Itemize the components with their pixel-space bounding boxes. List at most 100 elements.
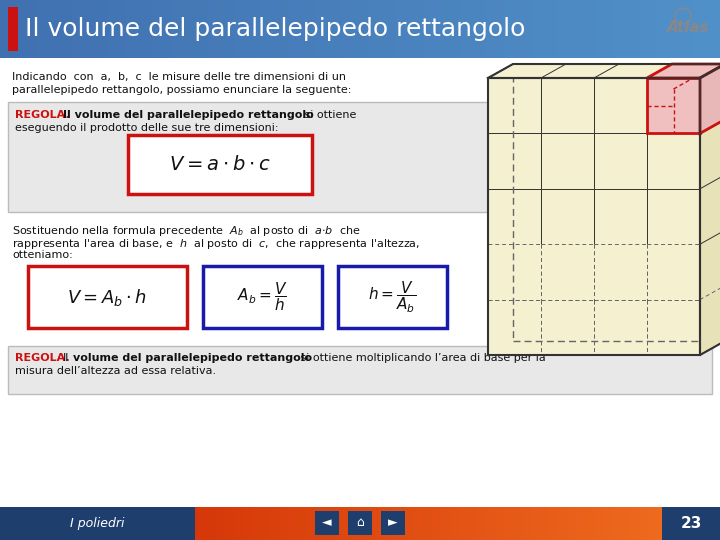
Bar	[333, 507, 343, 540]
Bar	[513, 0, 523, 58]
Polygon shape	[594, 244, 647, 300]
Bar	[702, 0, 712, 58]
Bar	[9, 0, 19, 58]
Bar	[441, 507, 451, 540]
Bar	[153, 507, 163, 540]
Bar	[504, 0, 514, 58]
Bar	[648, 0, 658, 58]
Bar	[630, 0, 640, 58]
Bar	[603, 507, 613, 540]
Bar	[423, 507, 433, 540]
Polygon shape	[647, 300, 700, 355]
Bar	[396, 0, 406, 58]
Bar	[405, 0, 415, 58]
Bar	[378, 0, 388, 58]
Bar	[675, 507, 685, 540]
Bar	[180, 507, 190, 540]
Bar	[234, 0, 244, 58]
Bar	[81, 507, 91, 540]
Text: I poliedri: I poliedri	[70, 516, 125, 530]
Text: ⌂: ⌂	[356, 516, 364, 530]
Bar	[432, 0, 442, 58]
Bar	[333, 0, 343, 58]
Bar	[675, 0, 685, 58]
Bar	[63, 0, 73, 58]
Bar	[216, 0, 226, 58]
Text: ►: ►	[388, 516, 398, 530]
Bar	[450, 507, 460, 540]
Text: misura dell’altezza ad essa relativa.: misura dell’altezza ad essa relativa.	[15, 366, 216, 376]
Polygon shape	[594, 300, 647, 355]
Bar	[504, 507, 514, 540]
Bar	[9, 507, 19, 540]
Bar	[90, 507, 100, 540]
Bar	[468, 0, 478, 58]
Bar	[630, 507, 640, 540]
Bar	[387, 507, 397, 540]
Bar	[198, 507, 208, 540]
Bar	[396, 507, 406, 540]
Bar	[621, 0, 631, 58]
Bar	[324, 507, 334, 540]
Bar	[360, 0, 370, 58]
Bar	[666, 507, 676, 540]
FancyBboxPatch shape	[8, 346, 712, 394]
Bar	[711, 507, 720, 540]
Polygon shape	[541, 78, 594, 133]
Polygon shape	[541, 189, 594, 244]
FancyBboxPatch shape	[28, 266, 187, 328]
Bar	[315, 0, 325, 58]
Bar	[27, 0, 37, 58]
Bar	[126, 0, 136, 58]
Bar	[639, 507, 649, 540]
Text: $V = a \cdot b \cdot c$: $V = a \cdot b \cdot c$	[169, 155, 271, 174]
Bar	[171, 507, 181, 540]
Bar	[108, 507, 118, 540]
Bar	[198, 0, 208, 58]
Bar	[144, 507, 154, 540]
Polygon shape	[541, 133, 594, 189]
Bar	[99, 0, 109, 58]
Text: eseguendo il prodotto delle sue tre dimensioni:: eseguendo il prodotto delle sue tre dime…	[15, 123, 279, 133]
Bar	[72, 0, 82, 58]
Text: si ottiene moltiplicando l’area di base per la: si ottiene moltiplicando l’area di base …	[297, 353, 546, 363]
Bar	[360, 507, 370, 540]
Bar	[108, 0, 118, 58]
Bar	[279, 0, 289, 58]
Bar	[381, 511, 405, 535]
Text: $h = \dfrac{V}{A_b}$: $h = \dfrac{V}{A_b}$	[369, 279, 417, 315]
Polygon shape	[647, 189, 700, 244]
Bar	[639, 0, 649, 58]
Bar	[477, 0, 487, 58]
Bar	[189, 0, 199, 58]
Bar	[468, 507, 478, 540]
Bar	[441, 0, 451, 58]
Bar	[0, 0, 10, 58]
Text: REGOLA.: REGOLA.	[15, 110, 70, 120]
Bar	[612, 0, 622, 58]
Bar	[81, 0, 91, 58]
Bar	[693, 0, 703, 58]
Bar	[693, 507, 703, 540]
Bar	[0, 507, 10, 540]
Bar	[54, 0, 64, 58]
Bar	[279, 507, 289, 540]
Bar	[189, 507, 199, 540]
Bar	[657, 507, 667, 540]
Bar	[423, 0, 433, 58]
Bar	[324, 0, 334, 58]
Bar	[315, 507, 325, 540]
Text: parallelepipedo rettangolo, possiamo enunciare la seguente:: parallelepipedo rettangolo, possiamo enu…	[12, 85, 351, 95]
Bar	[531, 507, 541, 540]
Bar	[171, 0, 181, 58]
Text: Sostituendo nella formula precedente  $A_b$  al posto di  $a{\cdot}b$  che: Sostituendo nella formula precedente $A_…	[12, 224, 361, 238]
Polygon shape	[541, 300, 594, 355]
Polygon shape	[594, 78, 647, 133]
Bar	[252, 0, 262, 58]
Bar	[216, 507, 226, 540]
Bar	[702, 507, 712, 540]
Bar	[459, 507, 469, 540]
Polygon shape	[700, 64, 720, 133]
Bar	[378, 507, 388, 540]
Text: REGOLA.: REGOLA.	[15, 353, 70, 363]
